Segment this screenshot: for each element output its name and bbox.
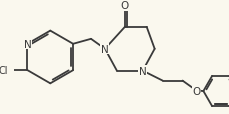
- Text: N: N: [24, 39, 31, 49]
- Text: Cl: Cl: [0, 66, 8, 75]
- Text: N: N: [101, 44, 108, 54]
- Text: N: N: [138, 66, 146, 76]
- Text: O: O: [120, 1, 128, 11]
- Text: O: O: [191, 86, 200, 96]
